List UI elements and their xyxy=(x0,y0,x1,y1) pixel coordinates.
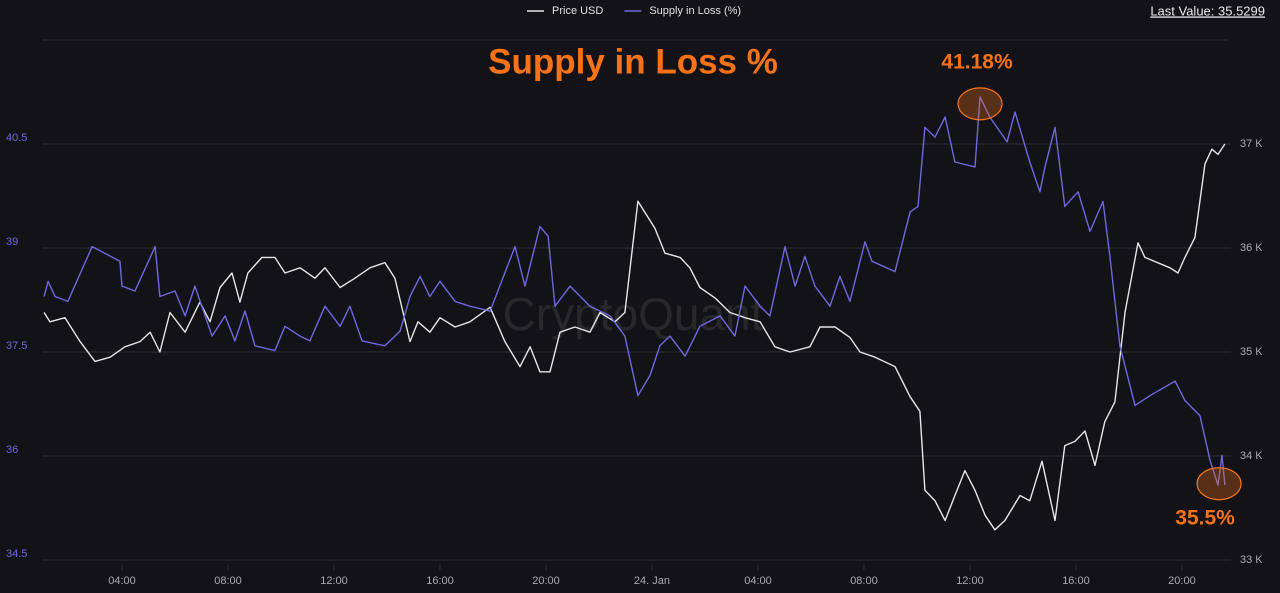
x-tick-label: 20:00 xyxy=(532,575,560,587)
annotation-ring xyxy=(1196,467,1242,501)
y2-tick-label: 36 K xyxy=(1240,242,1263,254)
y2-tick-label: 34 K xyxy=(1240,450,1263,462)
legend-label: Price USD xyxy=(552,5,603,17)
last-value: Last Value: 35.5299 xyxy=(1150,3,1265,18)
x-tick-label: 16:00 xyxy=(1062,575,1090,587)
x-tick-label: 04:00 xyxy=(744,575,772,587)
annotation-ring xyxy=(957,87,1003,121)
y-tick-label: 36 xyxy=(6,444,18,456)
x-tick-label: 08:00 xyxy=(850,575,878,587)
x-tick-label: 08:00 xyxy=(214,575,242,587)
watermark: CryptoQuant xyxy=(503,288,764,340)
y-tick-label: 39 xyxy=(6,236,18,248)
x-tick-label: 12:00 xyxy=(956,575,984,587)
x-tick-label: 20:00 xyxy=(1168,575,1196,587)
legend-label: Supply in Loss (%) xyxy=(649,5,741,17)
x-tick-label: 24. Jan xyxy=(634,575,670,587)
y-tick-label: 40.5 xyxy=(6,132,27,144)
y2-tick-label: 37 K xyxy=(1240,138,1263,150)
series-line xyxy=(43,96,1226,486)
x-tick-label: 12:00 xyxy=(320,575,348,587)
annotation-label: 35.5% xyxy=(1175,506,1235,529)
y2-tick-label: 35 K xyxy=(1240,346,1263,358)
y-tick-label: 37.5 xyxy=(6,340,27,352)
series-line xyxy=(43,143,1226,531)
y2-tick-label: 33 K xyxy=(1240,554,1263,566)
y-tick-label: 34.5 xyxy=(6,548,27,560)
x-tick-label: 04:00 xyxy=(108,575,136,587)
chart-title: Supply in Loss % xyxy=(488,42,778,81)
annotation-label: 41.18% xyxy=(941,50,1013,73)
x-tick-label: 16:00 xyxy=(426,575,454,587)
